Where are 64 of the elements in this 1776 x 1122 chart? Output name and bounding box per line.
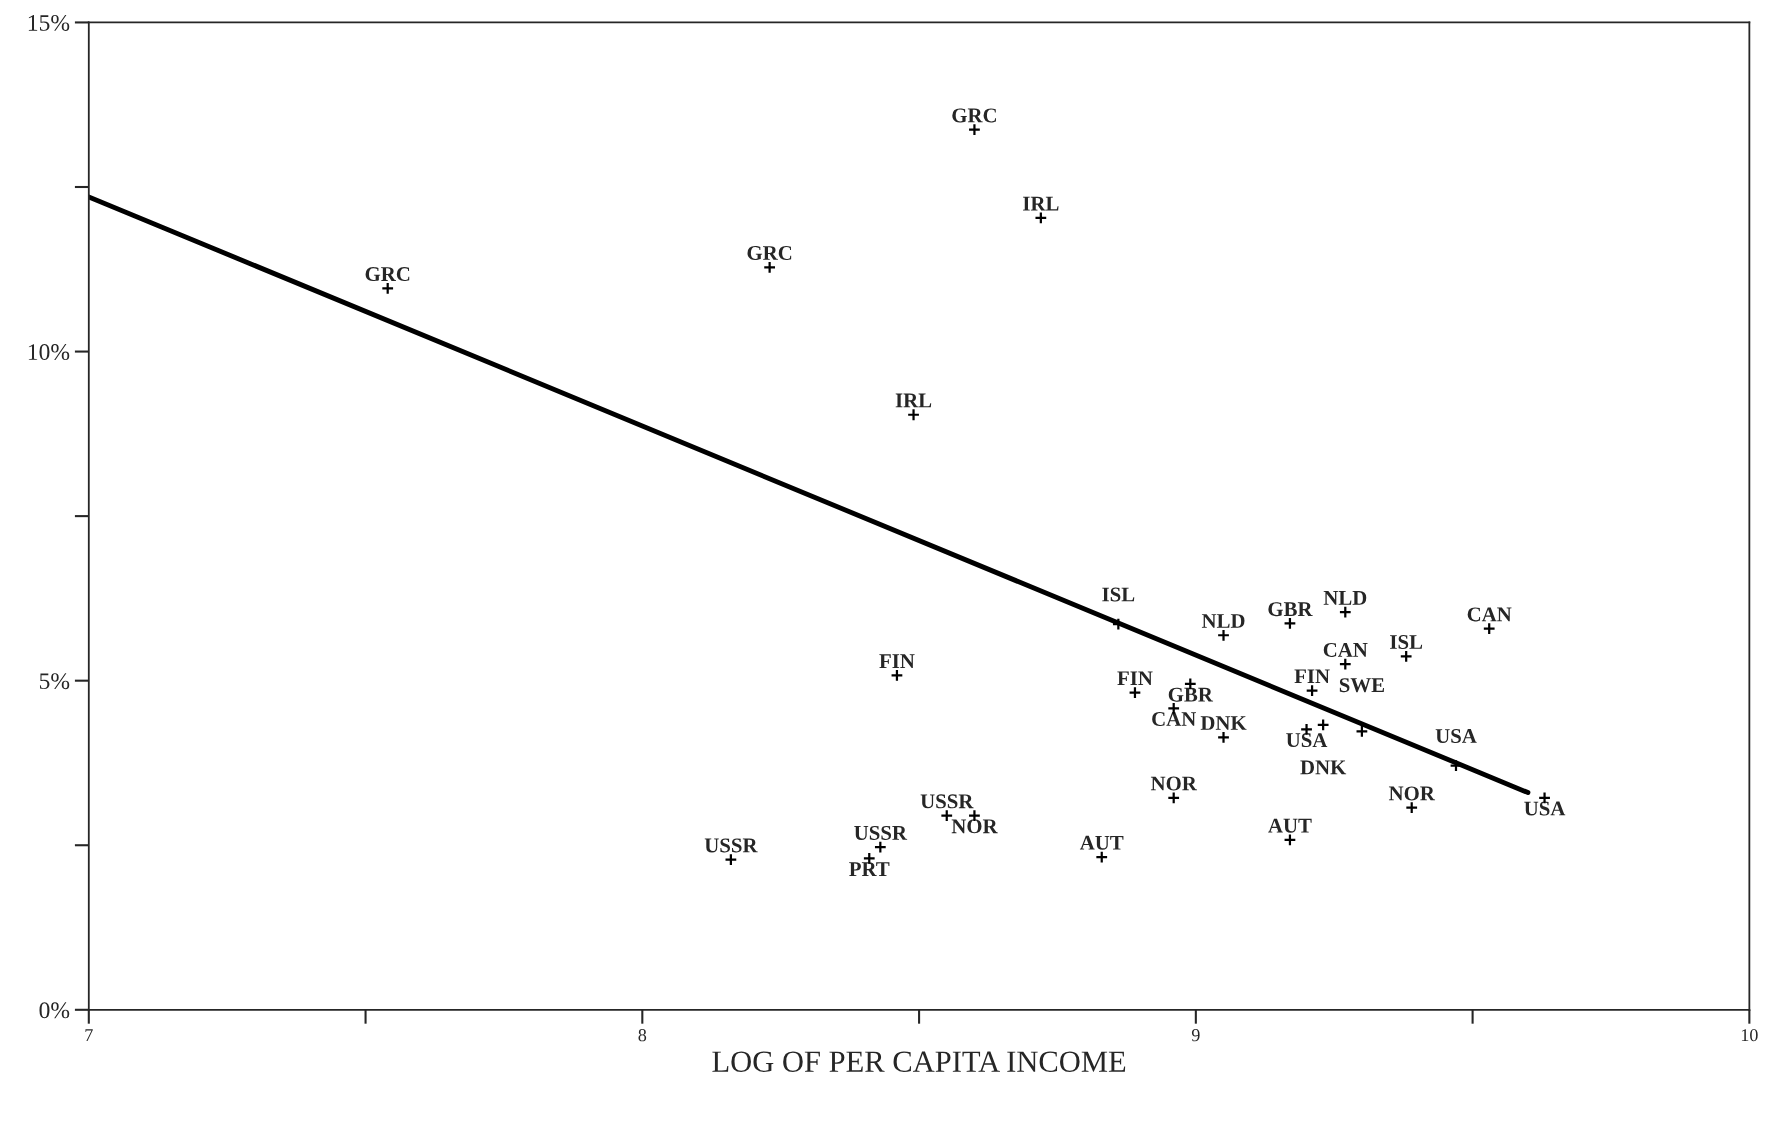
point [1482,622,1496,636]
point [967,123,981,137]
annotation: GRC [365,267,410,282]
annotation: PRT [849,862,890,876]
annotation: USA [1524,801,1566,816]
annotation: AUT [1079,835,1124,850]
point [1283,833,1297,847]
annotation: CAN [1152,712,1196,727]
point [1338,657,1352,671]
annotation: ISL [1390,635,1423,650]
point [1217,730,1231,744]
point [1128,686,1142,700]
point [1167,791,1181,805]
point [1316,718,1330,732]
annotation: NOR [951,819,998,834]
annotation: AUT [1268,818,1312,833]
point [1217,628,1231,642]
y-tick-label: 0% [39,1002,70,1019]
point [890,668,904,682]
point [381,281,395,295]
y-tick-label: 10% [28,344,70,361]
point [1399,649,1413,663]
annotation: GRC [952,108,996,123]
annotation: FIN [879,654,915,668]
point [1095,850,1109,864]
annotation: GBR [1268,602,1313,617]
x-tick-label: 9 [1191,1029,1200,1042]
point [1034,211,1048,225]
point [724,853,738,867]
point [1283,616,1297,630]
annotation: CAN [1467,607,1512,622]
point [1405,801,1419,815]
x-tick-label: 8 [638,1029,647,1042]
annotation: DNK [1200,716,1247,730]
annotation: DNK [1300,760,1347,775]
y-tick-label: 5% [39,673,70,690]
x-tick-label: 7 [85,1029,93,1042]
y-tick-label: 15% [28,14,70,31]
annotation: SWE [1339,678,1384,693]
annotation: FIN [1117,671,1153,686]
annotation: IRL [1023,196,1059,211]
point [1338,605,1352,619]
point [907,408,921,422]
annotation: FIN [1294,669,1330,684]
point [873,840,887,854]
annotation: NOR [1150,776,1198,791]
point [1355,724,1369,738]
annotation: NLD [1323,591,1367,605]
annotation: ISL [1102,587,1135,602]
annotation: NOR [1388,786,1436,801]
annotation: USSR [704,838,758,853]
annotation: USA [1435,729,1477,744]
point [1305,684,1319,698]
annotation: CAN [1323,642,1368,657]
annotation: NLD [1201,614,1245,628]
annotation: USSR [920,794,974,809]
annotation: GBR [1168,687,1214,702]
annotation: GRC [747,246,792,261]
x-tick-label: 10 [1741,1029,1758,1042]
point [763,260,777,274]
x-axis-title: LOG OF PER CAPITA INCOME [712,1051,1126,1072]
annotation: USA [1286,733,1328,748]
annotation: USSR [854,825,908,840]
annotation: IRL [895,393,932,408]
